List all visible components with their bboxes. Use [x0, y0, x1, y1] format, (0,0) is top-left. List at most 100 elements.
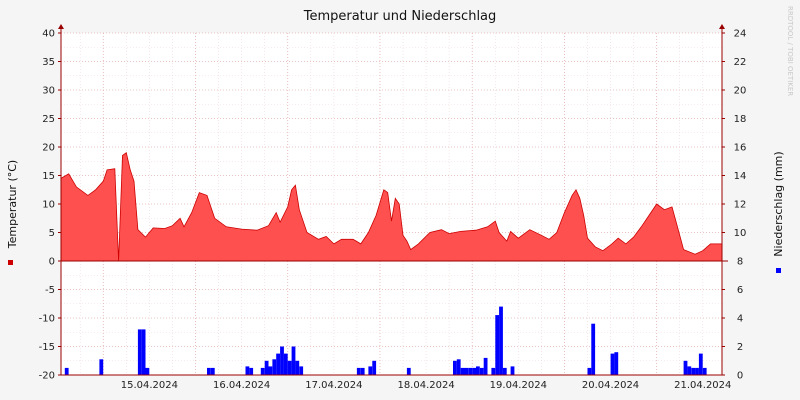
- precipitation-bar: [698, 353, 703, 375]
- precipitation-bar: [456, 359, 461, 375]
- precipitation-bar: [368, 366, 373, 375]
- precipitation-bar: [276, 353, 280, 375]
- precipitation-bar: [356, 367, 361, 375]
- temperature-series: [60, 152, 722, 262]
- precipitation-legend-marker: [776, 268, 781, 273]
- precipitation-bar: [272, 359, 277, 375]
- precipitation-bar: [495, 315, 500, 375]
- precipitation-bar: [99, 359, 104, 375]
- right-tick-label: 4: [737, 314, 743, 325]
- right-tick-label: 16: [734, 143, 747, 154]
- right-axis-arrow: [719, 24, 725, 29]
- right-tick-label: 10: [734, 228, 747, 239]
- precipitation-bar: [510, 366, 515, 375]
- left-tick-label: 30: [42, 86, 55, 97]
- axes: [58, 24, 728, 376]
- precipitation-bar: [591, 323, 596, 375]
- precipitation-bar: [291, 346, 296, 375]
- right-tick-label: 20: [734, 86, 747, 97]
- precipitation-bar: [299, 366, 304, 375]
- left-tick-label: -5: [45, 285, 55, 296]
- precipitation-bar: [691, 367, 696, 375]
- precipitation-bar: [472, 367, 476, 375]
- precipitation-bar: [587, 367, 592, 375]
- precipitation-bar: [491, 367, 496, 375]
- precipitation-bar: [260, 367, 265, 375]
- precipitation-bar: [372, 360, 377, 376]
- right-tick-label: 0: [737, 371, 743, 382]
- left-tick-label: 15: [42, 171, 55, 182]
- precipitation-bar: [268, 366, 273, 375]
- precipitation-bar: [499, 306, 503, 375]
- precipitation-bar: [460, 367, 465, 375]
- left-axis-label: Temperatur (°C): [6, 160, 19, 249]
- x-tick-label: 15.04.2024: [121, 380, 178, 391]
- precipitation-bar: [453, 360, 457, 376]
- precipitation-series: [64, 306, 707, 376]
- right-tick-label: 8: [737, 257, 743, 268]
- left-tick-label: 20: [42, 143, 55, 154]
- precipitation-bar: [287, 360, 292, 376]
- left-y-ticks: 40 35 30 25 20 15 10 5 0 -5 -10 -15 -20: [39, 29, 61, 382]
- precipitation-bar: [210, 367, 215, 375]
- right-tick-label: 6: [737, 285, 743, 296]
- precipitation-bar: [683, 360, 688, 376]
- precipitation-bar: [406, 367, 411, 375]
- precipitation-bar: [687, 366, 692, 375]
- precipitation-bar: [141, 329, 146, 375]
- precipitation-bar: [207, 367, 211, 375]
- precipitation-bar: [64, 367, 69, 375]
- x-tick-label: 21.04.2024: [674, 380, 731, 391]
- left-axis-arrow: [58, 24, 64, 29]
- x-tick-label: 19.04.2024: [490, 380, 547, 391]
- temperature-area: [61, 152, 722, 261]
- left-tick-label: 0: [49, 257, 55, 268]
- right-tick-label: 2: [737, 342, 743, 353]
- left-tick-label: 40: [42, 29, 55, 40]
- precipitation-bar: [483, 357, 488, 375]
- right-tick-label: 18: [734, 114, 747, 125]
- right-tick-label: 24: [734, 29, 747, 40]
- precipitation-bar: [360, 367, 365, 375]
- temperature-line: [60, 152, 722, 262]
- temperature-legend-marker: [8, 260, 13, 265]
- precipitation-bar: [280, 346, 284, 375]
- precipitation-bar: [468, 367, 473, 375]
- precipitation-bar: [614, 352, 619, 375]
- precipitation-bar: [264, 360, 269, 376]
- precipitation-bar: [502, 367, 507, 375]
- left-tick-label: -15: [39, 342, 55, 353]
- precipitation-bar: [610, 353, 615, 375]
- left-tick-label: 25: [42, 114, 55, 125]
- precipitation-bar: [479, 367, 484, 375]
- x-ticks: 15.04.2024 16.04.2024 17.04.2024 18.04.2024…: [121, 380, 732, 391]
- rrdtool-watermark: RRDTOOL / TOBI OETIKER: [786, 6, 794, 96]
- precipitation-bar: [249, 367, 254, 375]
- precipitation-bar: [295, 360, 300, 376]
- x-tick-label: 16.04.2024: [213, 380, 270, 391]
- left-tick-label: 10: [42, 200, 55, 211]
- x-tick-label: 17.04.2024: [305, 380, 362, 391]
- precipitation-bar: [137, 329, 142, 375]
- x-tick-label: 20.04.2024: [582, 380, 639, 391]
- precipitation-bar: [695, 367, 699, 375]
- right-tick-label: 22: [734, 57, 747, 68]
- right-tick-label: 12: [734, 200, 747, 211]
- chart-title: Temperatur und Niederschlag: [303, 9, 497, 24]
- left-tick-label: 5: [49, 228, 55, 239]
- right-tick-label: 14: [734, 171, 747, 182]
- precipitation-bar: [464, 367, 469, 375]
- left-tick-label: -20: [39, 371, 55, 382]
- right-axis-label: Niederschlag (mm): [772, 151, 785, 256]
- precipitation-bar: [145, 367, 150, 375]
- left-tick-label: -10: [39, 314, 55, 325]
- x-tick-label: 18.04.2024: [397, 380, 454, 391]
- precipitation-bar: [702, 367, 707, 375]
- precipitation-bar: [245, 366, 250, 375]
- left-tick-label: 35: [42, 57, 55, 68]
- precipitation-bar: [476, 366, 480, 375]
- precipitation-bar: [283, 353, 288, 375]
